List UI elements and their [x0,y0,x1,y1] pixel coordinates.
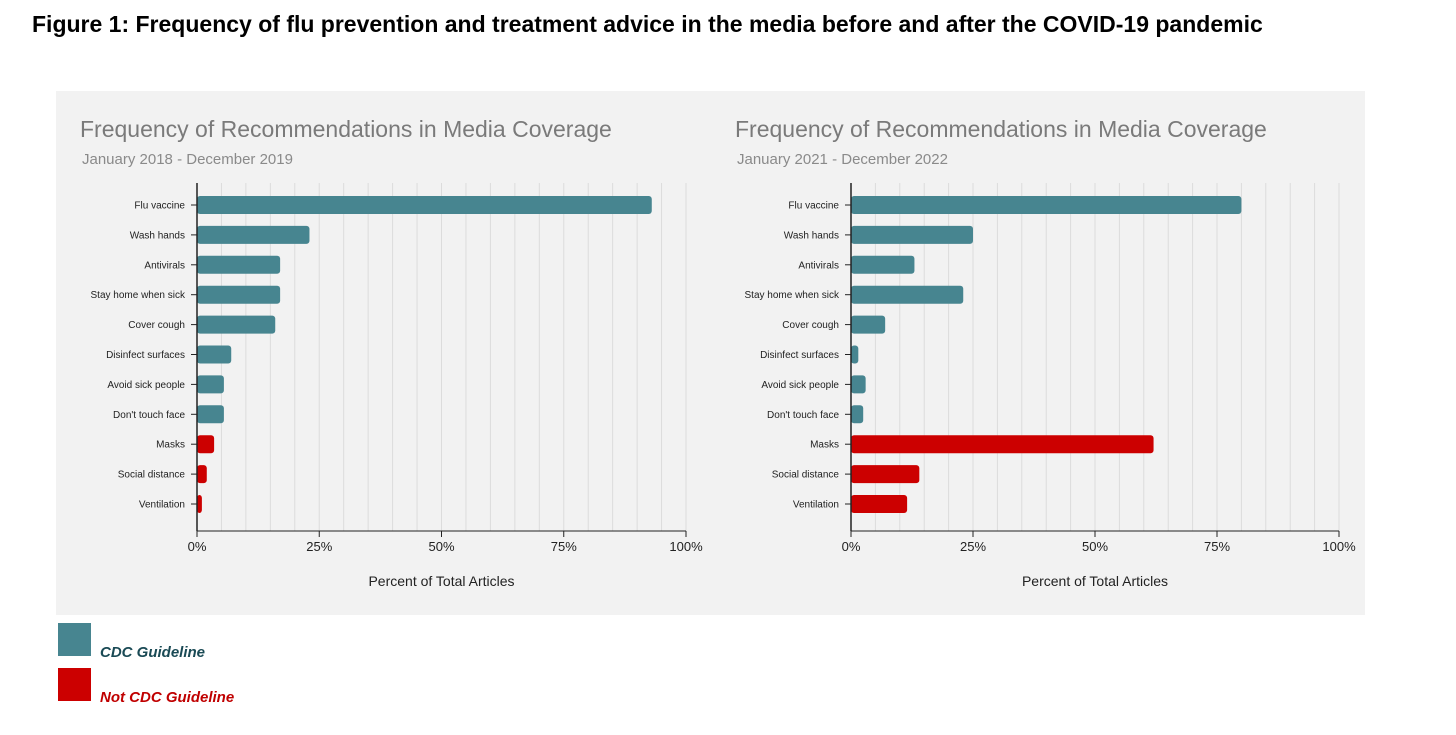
chart1-subtitle: January 2018 - December 2019 [82,151,293,168]
chart1-category-label: Wash hands [130,230,185,241]
chart1-bar [197,255,281,274]
chart1-category-label: Social distance [118,470,186,481]
chart2-bar [851,196,1242,214]
chart1-category-label: Disinfect surfaces [106,350,185,361]
chart1-bar [197,405,224,424]
chart2-category-label: Flu vaccine [788,201,839,212]
chart2-bar [851,375,866,394]
chart1-x-tick-label: 100% [669,539,703,554]
chart1-category-label: Avoid sick people [107,380,185,391]
chart1-x-tick-label: 50% [428,539,454,554]
chart2-category-label: Ventilation [793,500,839,511]
chart1-bar [197,315,276,334]
chart2-x-tick-label: 100% [1322,539,1356,554]
chart1-bar [197,495,202,513]
chart2-x-tick-label: 50% [1082,539,1108,554]
chart2-bar [851,435,1154,454]
chart2-bar [851,405,864,424]
chart2-category-label: Antivirals [798,260,839,271]
chart1-category-label: Ventilation [139,500,185,511]
chart1-category-label: Antivirals [144,260,185,271]
chart-panel: Frequency of Recommendations in Media Co… [56,91,1365,615]
chart1-title: Frequency of Recommendations in Media Co… [80,116,612,142]
chart1-x-tick-label: 25% [306,539,332,554]
figure-title: Figure 1: Frequency of flu prevention an… [32,11,1263,37]
chart1-x-axis-label: Percent of Total Articles [368,573,514,589]
chart2-bar [851,285,964,304]
charts-svg: Frequency of Recommendations in Media Co… [80,116,1356,589]
chart1-bar [197,345,232,364]
chart2-category-label: Wash hands [784,230,839,241]
chart1-category-label: Cover cough [128,320,185,331]
chart2-category-label: Masks [810,440,839,451]
chart1-bar [197,465,207,484]
chart2-x-tick-label: 75% [1204,539,1230,554]
chart1-bar [197,375,224,394]
chart2-x-tick-label: 0% [842,539,861,554]
legend-swatch-cdc [58,623,91,656]
chart2-bar [851,495,908,513]
legend-label-cdc: CDC Guideline [100,644,206,661]
chart2-category-label: Stay home when sick [745,290,840,301]
chart1-bar [197,285,281,304]
chart2-bar [851,465,920,484]
chart2-category-label: Cover cough [782,320,839,331]
chart2-bar [851,255,915,274]
chart2-x-axis-label: Percent of Total Articles [1022,573,1168,589]
chart2-bar [851,315,886,334]
legend-swatch-not-cdc [58,668,91,701]
chart2-category-label: Disinfect surfaces [760,350,839,361]
chart2-category-label: Don't touch face [767,410,839,421]
chart2-bar [851,225,973,244]
chart1-category-label: Masks [156,440,185,451]
chart2-subtitle: January 2021 - December 2022 [737,151,948,168]
chart1-x-tick-label: 0% [188,539,207,554]
chart2-x-tick-label: 25% [960,539,986,554]
chart1-category-label: Flu vaccine [134,201,185,212]
chart1-bar [197,435,215,454]
chart1-category-label: Stay home when sick [91,290,186,301]
chart2-bar [851,345,859,364]
chart1-category-label: Don't touch face [113,410,185,421]
chart1-x-tick-label: 75% [551,539,577,554]
chart2-category-label: Avoid sick people [761,380,839,391]
chart2-title: Frequency of Recommendations in Media Co… [735,116,1267,142]
chart1-bar [197,225,310,244]
chart2-category-label: Social distance [772,470,840,481]
legend-label-not-cdc: Not CDC Guideline [100,689,235,706]
chart1-bar [197,196,652,214]
